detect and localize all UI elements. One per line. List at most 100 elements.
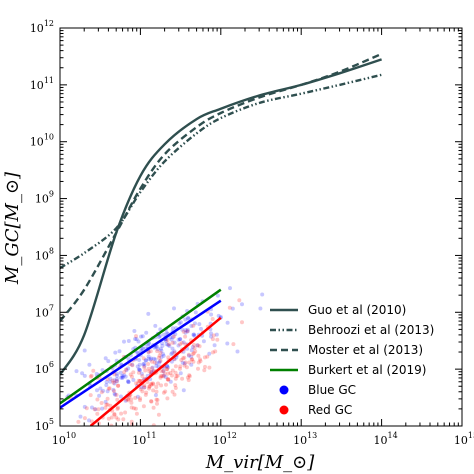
blue-gc-point [146,311,151,316]
blue-gc-point [137,362,142,367]
blue-gc-point [186,315,191,320]
red-gc-point [115,406,120,411]
blue-gc-point [201,339,206,344]
red-gc-point [89,373,94,378]
legend-swatch-marker [279,385,289,395]
red-gc-point [138,398,142,403]
red-gc-point [196,366,200,371]
blue-gc-point [115,379,119,384]
red-gc-point [227,305,232,310]
blue-gc-point [137,367,142,372]
red-gc-point [45,455,49,459]
red-gc-point [149,399,154,404]
red-gc-point [114,415,119,420]
y-axis-label: M_GC[M_⊙] [2,171,23,285]
blue-gc-point [178,337,183,342]
blue-gc-point [154,364,159,368]
red-gc-point [138,387,143,392]
red-gc-point [189,357,194,362]
blue-gc-point [142,361,147,366]
blue-gc-point [149,356,154,361]
blue-gc-point [126,366,131,371]
blue-gc-point [112,381,117,386]
red-gc-point [180,340,184,345]
blue-gc-point [146,354,151,359]
blue-gc-point [161,373,166,378]
red-gc-point [108,403,113,408]
y-axis-label-text: M_GC[M_⊙] [2,171,23,285]
red-gc-point [178,366,182,371]
blue-gc-point [87,362,92,367]
red-gc-point [114,392,119,397]
blue-gc-point [126,379,131,384]
red-gc-point [106,416,111,421]
blue-gc-point [185,329,190,334]
blue-gc-point [146,356,151,361]
red-gc-point [128,430,132,434]
red-gc-point [130,363,135,368]
red-gc-point [130,374,134,379]
red-gc-point [161,374,166,379]
red-gc-point [160,374,164,378]
blue-gc-point [164,342,169,347]
red-gc-point [211,333,216,338]
blue-gc-point [181,340,186,345]
red-gc-point [186,352,191,357]
y-tick-label-exp: 11 [44,76,54,85]
red-gc-point [138,396,143,401]
red-gc-point [112,389,116,393]
blue-gc-point [144,358,149,363]
blue-gc-point [172,306,176,311]
red-gc-point [147,369,152,374]
red-gc-point [143,392,148,397]
red-gc-point [138,379,143,383]
blue-gc-point [142,385,147,390]
blue-gc-point [163,375,168,379]
blue-gc-point [154,344,159,349]
blue-gc-point [193,310,198,315]
y-tick-label-base: 10 [30,136,44,149]
blue-gc-point [176,343,181,348]
blue-gc-point [137,358,142,362]
red-gc-point [166,355,171,360]
scatter-layer [45,286,265,459]
red-gc-point [165,396,170,401]
blue-gc-point [100,368,105,373]
blue-gc-point [225,320,230,325]
red-gc-point [154,389,159,394]
red-gc-point [151,382,156,387]
red-gc-point [104,402,109,407]
blue-gc-point [122,339,126,344]
red-gc-point [150,359,154,364]
red-gc-point [185,329,190,334]
blue-gc-point [112,378,117,383]
blue-gc-point [192,333,197,338]
red-gc-point [142,385,147,390]
blue-gc-point [172,340,177,345]
red-gc-point [154,385,159,389]
blue-gc-point [118,394,123,399]
blue-gc-point [172,349,177,354]
blue-gc-point [169,337,174,342]
blue-gc-point [78,414,83,419]
x-tick-label-exp: 13 [307,431,317,440]
x-axis-label: M_vir[M_⊙] [205,452,315,473]
y-tick-label-exp: 6 [49,360,54,369]
red-gc-point [192,346,197,350]
red-gc-point [170,389,175,394]
x-tick-label: 1014 [374,431,398,447]
red-gc-point [187,374,192,379]
y-tick-label-base: 10 [30,22,44,35]
blue-gc-point [161,332,166,337]
red-gc-point [76,419,81,424]
red-gc-point [147,384,152,389]
red-gc-point [197,344,202,349]
line-layer [60,52,383,426]
blue-gc-point [158,346,163,351]
moster-et-al-2013--line [60,52,383,322]
red-gc-point [170,373,174,378]
red-gc-point [116,417,121,422]
red-gc-point [196,360,201,365]
red-gc-point [198,357,202,362]
